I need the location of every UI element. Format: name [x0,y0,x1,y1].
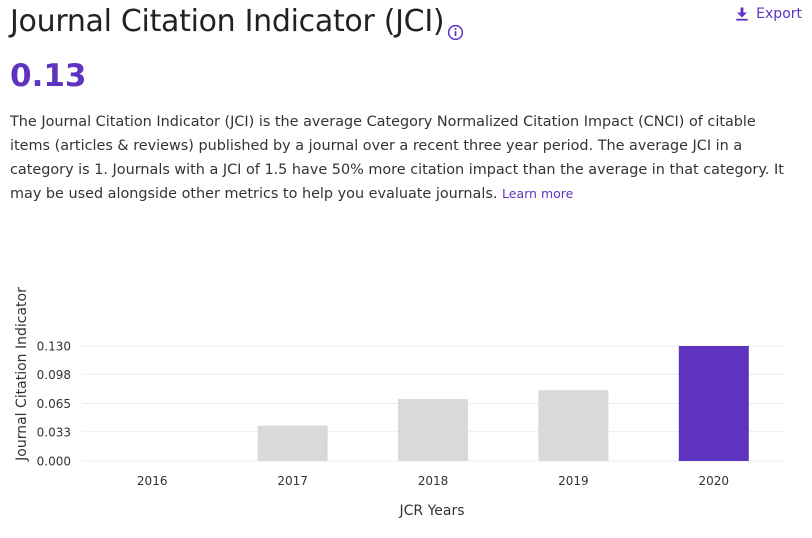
x-tick-label: 2017 [277,474,308,488]
x-axis-ticks: 2016 2017 2018 2019 2020 [137,474,729,488]
bar-2019[interactable] [538,390,609,461]
download-icon [736,7,748,21]
jci-description: The Journal Citation Indicator (JCI) is … [10,110,800,206]
x-tick-label: 2019 [558,474,589,488]
y-tick-label: 0.000 [37,455,71,469]
y-tick-label: 0.033 [37,425,71,439]
learn-more-link[interactable]: Learn more [502,186,574,201]
x-axis-label: JCR Years [398,503,464,519]
export-label: Export [756,6,802,22]
description-text: The Journal Citation Indicator (JCI) is … [10,114,784,202]
info-circle-icon[interactable] [447,24,464,41]
bar-2018[interactable] [398,399,468,461]
y-tick-label: 0.098 [37,368,71,382]
bars [257,346,749,461]
x-tick-label: 2018 [418,474,449,488]
x-tick-label: 2016 [137,474,168,488]
export-button[interactable]: Export [735,6,802,22]
jci-value: 0.13 [10,58,87,94]
y-axis-label: Journal Citation Indicator [14,287,30,462]
page-title: Journal Citation Indicator (JCI) [10,4,445,39]
y-tick-label: 0.130 [37,340,71,354]
bar-2020[interactable] [678,346,749,461]
bar-2017[interactable] [257,425,328,461]
x-tick-label: 2020 [699,474,730,488]
y-axis-ticks: 0.000 0.033 0.065 0.098 0.130 [37,340,71,469]
y-tick-label: 0.065 [37,397,71,411]
